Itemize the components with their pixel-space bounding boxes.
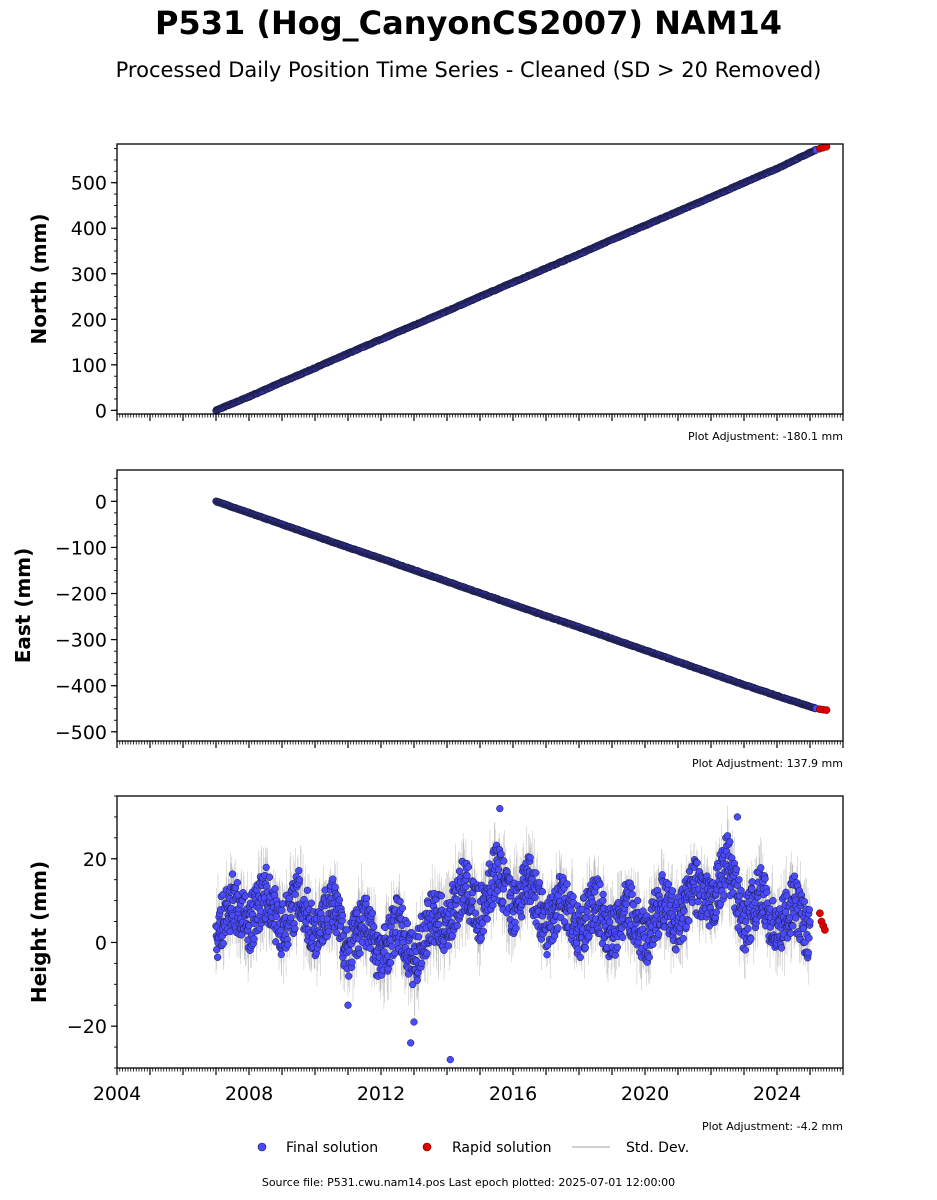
plot-frame [116, 469, 844, 742]
plot-adjustment-note: Plot Adjustment: 137.9 mm [692, 757, 843, 770]
y-tick-label: −100 [55, 537, 107, 559]
plot-adjustment-note: Plot Adjustment: -180.1 mm [688, 430, 843, 443]
y-tick-label: 300 [71, 264, 107, 286]
data-height [212, 804, 829, 1064]
y-tick-label: −500 [55, 722, 107, 744]
y-tick-label: −200 [55, 584, 107, 606]
y-tick-label: 400 [71, 218, 107, 240]
y-tick-label: 0 [95, 400, 107, 422]
panel-east: 0 −100 −200 −300 −400 −500 East (mm) Plot Adjus… [11, 469, 844, 770]
rapid-point [822, 706, 831, 714]
rapid-point [822, 144, 831, 151]
panel-north: 0 100 200 300 400 500 North (mm) Plot Adjustmen… [27, 143, 844, 443]
y-tick-label: 200 [71, 309, 107, 331]
y-tick-label: −400 [55, 676, 107, 698]
panels-layer: 0 100 200 300 400 500 North (mm) Plot Adjustmen… [11, 143, 844, 1133]
y-tick-label: −300 [55, 630, 107, 652]
chart-title: P531 (Hog_CanyonCS2007) NAM14 [154, 4, 783, 42]
data-east [212, 497, 831, 714]
data-north [212, 144, 831, 414]
chart-subtitle: Processed Daily Position Time Series - C… [115, 58, 822, 82]
y-axis-label: North (mm) [27, 213, 51, 344]
y-tick-label: 500 [71, 173, 107, 195]
y-tick-label: 100 [71, 355, 107, 377]
y-tick-label: 0 [95, 491, 107, 513]
y-axis-label: East (mm) [11, 548, 35, 664]
